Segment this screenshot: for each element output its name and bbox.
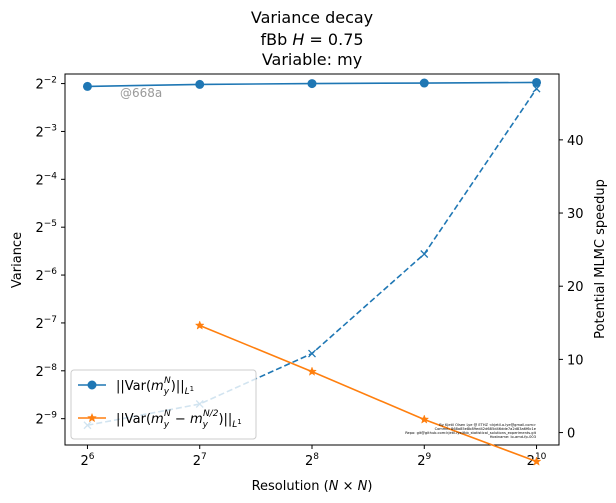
x-axis-ticks: 26 27 28 29 210 [80,445,547,469]
series-1-point-0 [82,81,92,91]
x-tick-label-0: 26 [80,452,94,469]
footer-line-1: By Kjetil Olsen Lye @ ETHZ <kjetil.o.lye… [439,423,536,427]
y-axis-ticks: 2−2 2−3 2−4 2−5 2−6 2−7 2−8 2−9 [35,76,65,428]
legend-label-series-1: ||Var(myN)||L1 [116,376,194,397]
chart-title-line1: Variance decay [251,8,373,27]
y-tick-label-6: 2−8 [35,363,57,380]
series-2-point-0 [194,320,205,330]
legend-label-series-2: ||Var(myN − myN/2)||L1 [116,409,242,430]
series-1-point-2 [307,79,317,89]
series-1-point-4 [532,77,542,87]
title-line2-rest: = 0.75 [304,30,363,49]
y-tick-label-0: 2−2 [35,76,57,93]
x-tick-label-4: 210 [527,452,547,469]
chart-title-line3: Variable: my [262,50,362,69]
legend: ||Var(myN)||L1 ||Var(myN − myN/2)||L1 [70,369,257,440]
title-line2-prefix: fBb [260,30,292,49]
legend-marker-2 [87,412,97,423]
x-axis-label: Resolution (N × N) [252,479,373,494]
series-2-point-2 [419,414,430,424]
series-1 [82,77,542,91]
x-axis-label-suffix: ) [367,479,372,494]
y-tick-label-7: 2−9 [35,411,57,428]
series-2-point-1 [307,366,317,376]
y-tick-label-4: 2−6 [35,267,57,284]
footer-line-3: Repo: git@github.com:kjetil-lye/fbb_stat… [405,431,536,435]
y2-axis-label: Potential MLMC speedup [593,179,608,339]
series-2-point-3 [531,456,542,466]
watermark-text: @668a [120,86,162,100]
title-line2-var: H [292,30,304,49]
y2-axis-ticks: 0 10 20 30 40 [559,134,584,442]
legend-marker-1 [87,380,97,390]
y2-tick-label-2: 20 [567,280,584,295]
series-3-point-4 [532,84,541,93]
y2-tick-label-4: 40 [567,134,584,149]
legend-entry-series-2 [78,412,106,423]
y2-tick-label-1: 10 [567,353,584,368]
x-axis-label-prefix: Resolution ( [252,479,329,494]
y-tick-label-3: 2−5 [35,219,57,236]
y-axis-label: Variance [10,232,25,288]
series-2 [194,320,542,466]
y-tick-label-1: 2−3 [35,123,57,140]
series-3-point-3 [420,250,429,258]
y-tick-label-5: 2−7 [35,315,57,332]
x-tick-label-2: 28 [305,452,319,469]
chart-title-line2: fBb H = 0.75 [260,30,363,49]
series-1-point-3 [419,78,429,88]
footer-text: By Kjetil Olsen Lye @ ETHZ <kjetil.o.lye… [405,423,537,439]
y-tick-label-2: 2−4 [35,171,57,188]
y2-tick-label-3: 30 [567,207,584,222]
series-2-line [199,324,537,463]
y2-tick-label-0: 0 [567,427,575,442]
series-1-point-1 [195,79,205,89]
footer-line-4: Hostname: lo-amd-fp-003 [490,435,536,439]
series-3-point-2 [308,349,316,358]
legend-box [70,369,257,440]
series-layer [82,77,542,466]
x-axis-label-var: N × N [329,479,368,494]
legend-entry-series-1 [78,380,106,390]
x-tick-label-1: 27 [193,452,207,469]
x-tick-label-3: 29 [417,452,431,469]
footer-line-2: Commit: 868a85e8b89ed42d685d46dde7a2d83a… [435,427,537,431]
